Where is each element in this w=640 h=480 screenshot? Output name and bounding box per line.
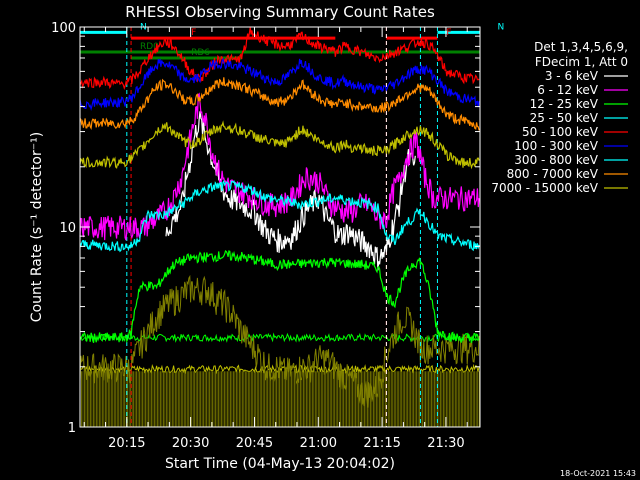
series-line-0 — [165, 111, 416, 271]
legend-label-3: 25 - 50 keV — [530, 111, 599, 125]
x-axis-label: Start Time (04-May-13 20:04:02) — [165, 456, 395, 472]
legend-label-7: 800 - 7000 keV — [507, 167, 599, 181]
y-tick-label-0: 1 — [68, 421, 76, 436]
legend-label-8: 7000 - 15000 keV — [491, 181, 598, 195]
legend-label-2: 12 - 25 keV — [530, 97, 599, 111]
series-line-2 — [79, 249, 480, 344]
y-axis-label: Count Rate (s⁻¹ detector⁻¹) — [29, 132, 45, 322]
y-tick-label-2: 100 — [51, 21, 76, 36]
legend-header-line-1: Det 1,3,4,5,6,9, — [534, 40, 628, 54]
olive-trace — [79, 274, 480, 408]
series-line-7 — [79, 77, 480, 131]
flag-label-3: F — [446, 28, 451, 38]
x-tick-label-1: 20:30 — [172, 436, 209, 451]
legend-label-6: 300 - 800 keV — [514, 153, 598, 167]
flag-label-2: F — [191, 28, 196, 38]
x-tick-label-4: 21:15 — [363, 436, 400, 451]
series-line-8 — [79, 120, 480, 170]
legend-label-4: 50 - 100 keV — [522, 125, 599, 139]
flag-label-5: RD6 — [191, 48, 210, 58]
chart-title: RHESSI Observing Summary Count Rates — [125, 3, 435, 21]
legend-label-5: 100 - 300 keV — [514, 139, 598, 153]
flag-label-1: N — [497, 22, 504, 32]
legend-label-1: 6 - 12 keV — [537, 83, 599, 97]
flag-label-4: RD0 — [140, 42, 159, 52]
series-line-3 — [79, 179, 480, 253]
series-line-4 — [79, 27, 480, 91]
footer-date: 18-Oct-2021 15:43 — [560, 469, 636, 478]
legend-label-0: 3 - 6 keV — [545, 69, 599, 83]
legend-header-line-2: FDecim 1, Att 0 — [535, 55, 628, 69]
series-line-5 — [79, 57, 480, 112]
x-tick-label-0: 20:15 — [108, 436, 145, 451]
y-tick-label-1: 10 — [59, 221, 76, 236]
x-tick-label-5: 21:30 — [427, 436, 464, 451]
x-tick-label-3: 21:00 — [300, 436, 337, 451]
x-tick-label-2: 20:45 — [236, 436, 273, 451]
